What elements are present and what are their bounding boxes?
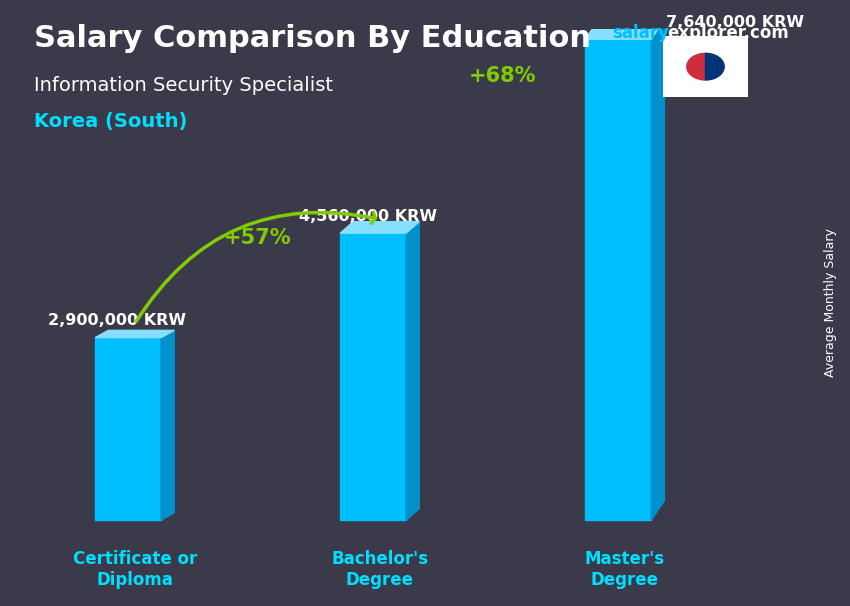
Text: 7,640,000 KRW: 7,640,000 KRW <box>666 15 804 30</box>
Text: +68%: +68% <box>468 65 536 85</box>
Text: Average Monthly Salary: Average Monthly Salary <box>824 228 837 378</box>
Bar <box>585 39 651 520</box>
Wedge shape <box>687 53 706 80</box>
Wedge shape <box>706 53 724 80</box>
Text: Bachelor's
Degree: Bachelor's Degree <box>332 550 428 589</box>
Text: Korea (South): Korea (South) <box>34 112 187 131</box>
Text: Certificate or
Diploma: Certificate or Diploma <box>72 550 197 589</box>
Text: 2,900,000 KRW: 2,900,000 KRW <box>48 313 186 328</box>
Text: Master's
Degree: Master's Degree <box>585 550 665 589</box>
Text: +57%: +57% <box>224 228 291 248</box>
Text: Information Security Specialist: Information Security Specialist <box>34 76 333 95</box>
Polygon shape <box>651 20 665 520</box>
Polygon shape <box>406 222 419 520</box>
Text: salary: salary <box>612 24 669 42</box>
Bar <box>95 338 162 520</box>
Text: 4,560,000 KRW: 4,560,000 KRW <box>298 208 437 224</box>
Text: explorer.com: explorer.com <box>667 24 789 42</box>
Bar <box>340 233 406 520</box>
Polygon shape <box>162 330 174 520</box>
Polygon shape <box>585 20 665 39</box>
Polygon shape <box>340 222 419 233</box>
Text: Salary Comparison By Education: Salary Comparison By Education <box>34 24 591 53</box>
Polygon shape <box>95 330 174 338</box>
